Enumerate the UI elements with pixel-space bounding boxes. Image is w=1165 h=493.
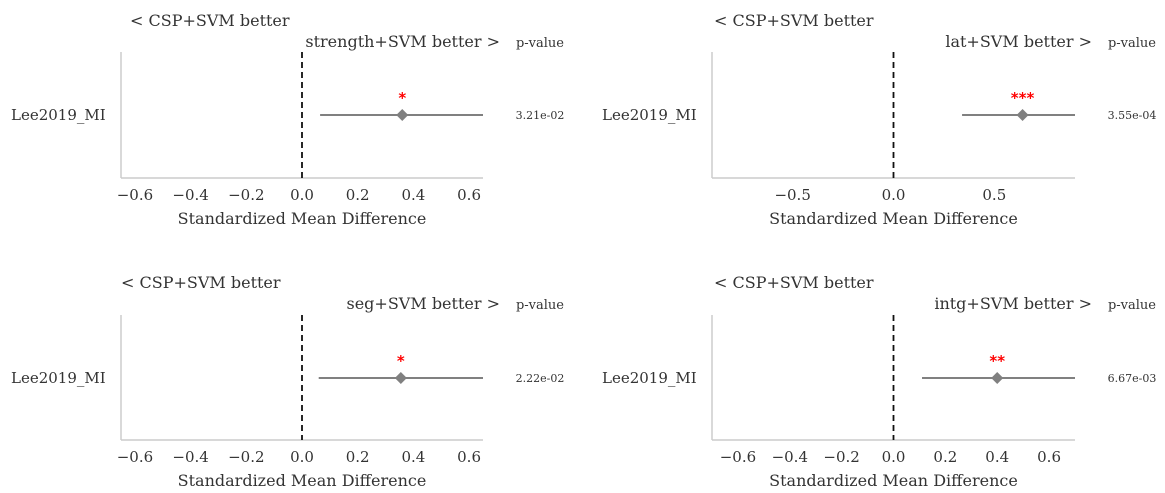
right-better-label: seg+SVM better >: [347, 294, 501, 313]
forest-panel-3: < CSP+SVM better seg+SVM better > p-value −…: [11, 273, 564, 490]
left-better-label: < CSP+SVM better: [714, 11, 874, 30]
x-tick-label: 0.6: [457, 448, 481, 466]
pvalue-text: 2.22e-02: [516, 372, 565, 385]
x-axis-label: Standardized Mean Difference: [769, 471, 1018, 490]
effect-size-marker: [394, 372, 407, 384]
x-tick-label: −0.2: [823, 448, 859, 466]
x-axis-label: Standardized Mean Difference: [178, 209, 427, 228]
dataset-label: Lee2019_MI: [11, 369, 106, 387]
pvalue-text: 3.55e-04: [1108, 109, 1157, 122]
pvalue-header: p-value: [516, 36, 564, 51]
forest-panel-4: < CSP+SVM better intg+SVM better > p-value…: [602, 273, 1156, 490]
x-tick-label: 0.4: [985, 448, 1009, 466]
significance-stars: *: [397, 352, 405, 370]
significance-stars: ***: [1011, 89, 1035, 107]
x-tick-label: −0.4: [772, 448, 808, 466]
dataset-label: Lee2019_MI: [11, 106, 106, 124]
x-tick-label: 0.6: [1037, 448, 1061, 466]
x-tick-label: −0.2: [228, 448, 264, 466]
right-better-label: strength+SVM better >: [305, 32, 500, 51]
x-tick-label: −0.6: [117, 448, 153, 466]
forest-panel-2: < CSP+SVM better lat+SVM better > p-value −…: [602, 11, 1156, 228]
effect-size-marker: [1016, 109, 1029, 121]
x-tick-label: −0.2: [228, 186, 264, 204]
x-tick-label: 0.6: [457, 186, 481, 204]
left-better-label: < CSP+SVM better: [121, 273, 281, 292]
x-tick-label: −0.5: [774, 186, 810, 204]
x-tick-label: 0.2: [346, 186, 370, 204]
forest-panel-1: < CSP+SVM better strength+SVM better > p-v…: [11, 11, 564, 228]
pvalue-header: p-value: [1108, 36, 1156, 51]
x-tick-label: 0.0: [882, 448, 906, 466]
x-tick-label: 0.0: [290, 186, 314, 204]
x-tick-label: −0.6: [117, 186, 153, 204]
right-better-label: intg+SVM better >: [934, 294, 1092, 313]
significance-stars: *: [398, 89, 406, 107]
x-tick-label: 0.2: [933, 448, 957, 466]
effect-size-marker: [991, 372, 1004, 384]
left-better-label: < CSP+SVM better: [130, 11, 290, 30]
x-tick-label: −0.6: [720, 448, 756, 466]
right-better-label: lat+SVM better >: [945, 32, 1092, 51]
dataset-label: Lee2019_MI: [602, 369, 697, 387]
x-tick-label: 0.0: [882, 186, 906, 204]
pvalue-header: p-value: [1108, 298, 1156, 313]
x-tick-label: −0.4: [172, 186, 208, 204]
x-tick-label: 0.5: [982, 186, 1006, 204]
pvalue-text: 3.21e-02: [516, 109, 565, 122]
x-tick-label: 0.4: [401, 186, 425, 204]
effect-size-marker: [396, 109, 409, 121]
dataset-label: Lee2019_MI: [602, 106, 697, 124]
left-better-label: < CSP+SVM better: [714, 273, 874, 292]
pvalue-text: 6.67e-03: [1108, 372, 1157, 385]
significance-stars: **: [989, 352, 1005, 370]
x-axis-label: Standardized Mean Difference: [178, 471, 427, 490]
x-axis-label: Standardized Mean Difference: [769, 209, 1018, 228]
x-tick-label: 0.0: [290, 448, 314, 466]
x-tick-label: 0.4: [401, 448, 425, 466]
x-tick-label: 0.2: [346, 448, 370, 466]
x-tick-label: −0.4: [172, 448, 208, 466]
pvalue-header: p-value: [516, 298, 564, 313]
